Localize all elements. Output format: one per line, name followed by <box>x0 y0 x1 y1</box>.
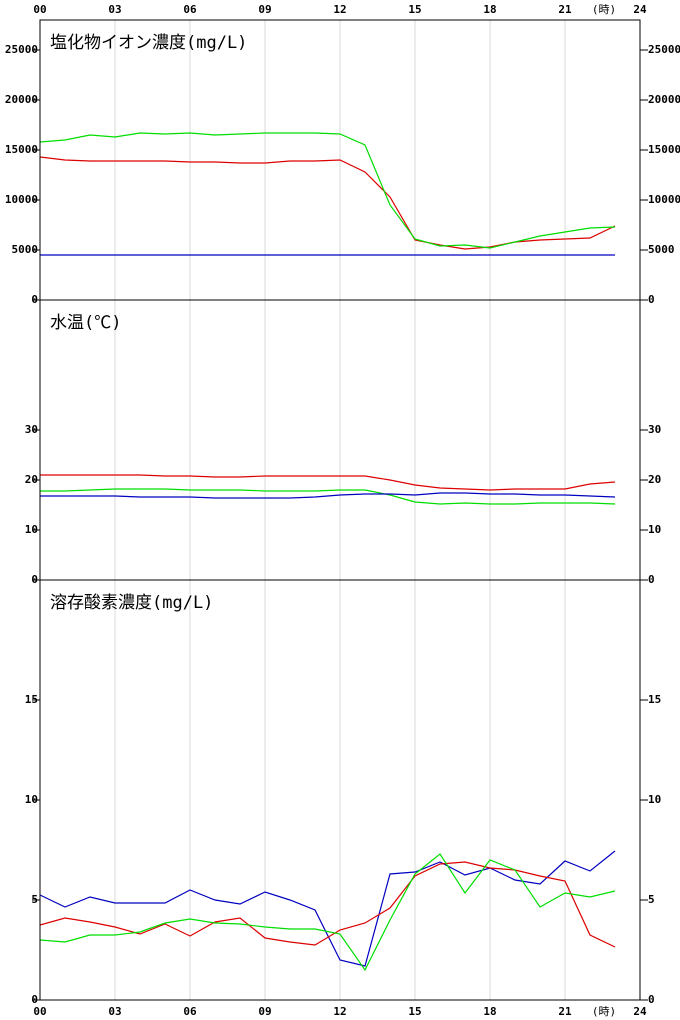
x-tick-label: 12 <box>333 1005 346 1018</box>
y-tick-label: 10 <box>25 523 38 536</box>
y-tick-label: 0 <box>31 293 38 306</box>
y-tick-label: 10 <box>25 793 38 806</box>
x-tick-label: 06 <box>183 1005 197 1018</box>
x-tick-label: 24 <box>633 1005 647 1018</box>
y-tick-label: 10000 <box>5 193 38 206</box>
y-tick-label: 10000 <box>648 193 680 206</box>
y-tick-label: 20000 <box>648 93 680 106</box>
y-tick-label: 20 <box>648 473 661 486</box>
x-tick-label: 06 <box>183 3 197 16</box>
y-tick-label: 25000 <box>5 43 38 56</box>
x-tick-label: 15 <box>408 1005 421 1018</box>
y-tick-label: 25000 <box>648 43 680 56</box>
panel-title: 水温(℃) <box>50 313 121 333</box>
y-tick-label: 0 <box>648 293 655 306</box>
y-tick-label: 0 <box>648 573 655 586</box>
data-line <box>40 474 616 491</box>
data-line <box>40 488 616 505</box>
y-tick-label: 15 <box>648 693 661 706</box>
y-tick-label: 15000 <box>5 143 38 156</box>
x-tick-label: 03 <box>108 1005 121 1018</box>
x-tick-label: 12 <box>333 3 346 16</box>
x-tick-label: 15 <box>408 3 421 16</box>
y-tick-label: 30 <box>648 423 661 436</box>
x-tick-label: 21 <box>558 3 572 16</box>
y-tick-label: 15 <box>25 693 38 706</box>
x-tick-label: 24 <box>633 3 647 16</box>
y-tick-label: 5000 <box>648 243 675 256</box>
y-tick-label: 10 <box>648 523 661 536</box>
y-tick-label: 30 <box>25 423 38 436</box>
y-tick-label: 15000 <box>648 143 680 156</box>
x-tick-label: 18 <box>483 1005 496 1018</box>
x-tick-label: 09 <box>258 3 271 16</box>
x-tick-label: 21 <box>558 1005 572 1018</box>
data-line <box>39 853 616 972</box>
data-line <box>39 132 616 249</box>
y-tick-label: 5 <box>648 893 655 906</box>
panel-frame <box>39 579 641 1001</box>
y-tick-label: 5000 <box>12 243 39 256</box>
data-line <box>39 156 616 250</box>
panel-title: 塩化物イオン濃度(mg/L) <box>50 33 247 53</box>
x-tick-label: 18 <box>483 3 496 16</box>
y-tick-label: 0 <box>648 993 655 1006</box>
x-unit-label: (時) <box>592 1005 616 1018</box>
x-tick-label: 00 <box>33 1005 46 1018</box>
y-tick-label: 5 <box>31 893 38 906</box>
panel-title: 溶存酸素濃度(mg/L) <box>50 593 213 613</box>
x-unit-label: (時) <box>592 3 616 16</box>
data-line <box>39 850 616 967</box>
y-tick-label: 0 <box>31 993 38 1006</box>
y-tick-label: 20000 <box>5 93 38 106</box>
y-tick-label: 0 <box>31 573 38 586</box>
y-tick-label: 20 <box>25 473 38 486</box>
x-tick-label: 09 <box>258 1005 271 1018</box>
y-tick-label: 10 <box>648 793 661 806</box>
data-line <box>40 492 616 499</box>
x-tick-label: 03 <box>108 3 121 16</box>
x-tick-label: 00 <box>33 3 46 16</box>
